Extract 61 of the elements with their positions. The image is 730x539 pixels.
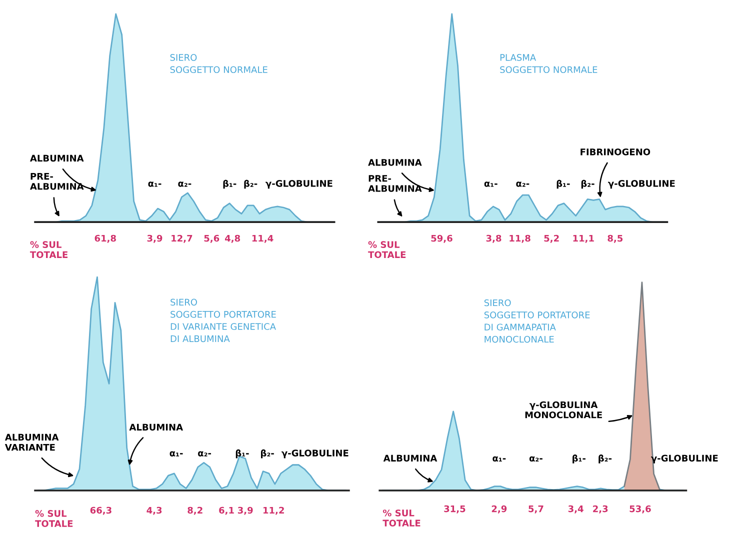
text: 3,9 — [238, 506, 253, 515]
text: 11,8 — [510, 234, 530, 243]
text: 11,1 — [573, 234, 594, 243]
annotation: γ-GLOBULINE — [608, 180, 675, 189]
text: 31,5 — [444, 505, 466, 514]
annotation: γ-GLOBULINE — [282, 450, 348, 458]
annotation: β₂- — [261, 449, 274, 458]
annotation: α₁- — [170, 451, 183, 456]
annotation: ALBUMINA — [368, 159, 422, 166]
text: 59,6 — [431, 234, 452, 243]
annotation: PRE- ALBUMINA — [368, 175, 422, 192]
text: 5,6 — [204, 234, 220, 243]
text: 2,3 — [593, 505, 608, 514]
annotation: β₁- — [223, 180, 236, 189]
text: 3,9 — [147, 234, 162, 243]
annotation: ALBUMINA — [30, 154, 84, 162]
text: SIERO SOGGETTO NORMALE — [170, 54, 268, 74]
annotation: α₁- — [492, 456, 506, 462]
annotation: β₁- — [236, 449, 249, 458]
annotation: ALBUMINA — [129, 424, 183, 431]
annotation: β₁- — [556, 180, 570, 189]
text: 53,6 — [630, 505, 651, 514]
annotation: β₂- — [581, 180, 594, 189]
text: 8,5 — [608, 234, 623, 243]
annotation: β₁- — [572, 454, 586, 464]
annotation: γ-GLOBULINE — [651, 454, 718, 464]
annotation: ALBUMINA VARIANTE — [4, 434, 59, 451]
annotation: α₁- — [484, 182, 498, 187]
annotation: α₂- — [516, 182, 530, 187]
annotation: β₂- — [598, 454, 612, 464]
annotation: PRE- ALBUMINA — [30, 172, 84, 190]
text: 6,1 — [219, 506, 234, 515]
text: % SUL TOTALE — [368, 241, 406, 258]
text: 5,7 — [528, 505, 544, 514]
annotation: α₂- — [529, 456, 542, 462]
text: 11,4 — [252, 234, 274, 243]
text: 4,3 — [146, 506, 162, 515]
text: % SUL TOTALE — [382, 510, 420, 527]
text: % SUL TOTALE — [35, 510, 73, 527]
text: 12,7 — [172, 234, 192, 243]
annotation: α₂- — [178, 182, 192, 187]
text: 3,4 — [568, 505, 584, 514]
text: 4,8 — [224, 234, 240, 243]
annotation: γ-GLOBULINA MONOCLONALE — [525, 401, 602, 418]
text: 11,2 — [263, 506, 284, 515]
text: 5,2 — [544, 234, 559, 243]
annotation: α₂- — [198, 451, 212, 456]
annotation: FIBRINOGENO — [580, 148, 650, 156]
annotation: β₂- — [244, 180, 258, 189]
text: PLASMA SOGGETTO NORMALE — [500, 54, 598, 74]
text: SIERO SOGGETTO PORTATORE DI GAMMAPATIA MONOCLONALE — [484, 299, 590, 343]
text: 3,8 — [486, 234, 502, 243]
text: SIERO SOGGETTO PORTATORE DI VARIANTE GENETICA DI ALBUMINA — [170, 298, 276, 342]
text: 2,9 — [492, 505, 507, 514]
annotation: α₁- — [148, 182, 162, 187]
text: 66,3 — [90, 506, 112, 515]
annotation: ALBUMINA — [383, 454, 438, 462]
text: 8,2 — [188, 506, 202, 515]
text: % SUL TOTALE — [30, 241, 68, 258]
text: 61,8 — [94, 234, 116, 243]
annotation: γ-GLOBULINE — [266, 180, 332, 189]
